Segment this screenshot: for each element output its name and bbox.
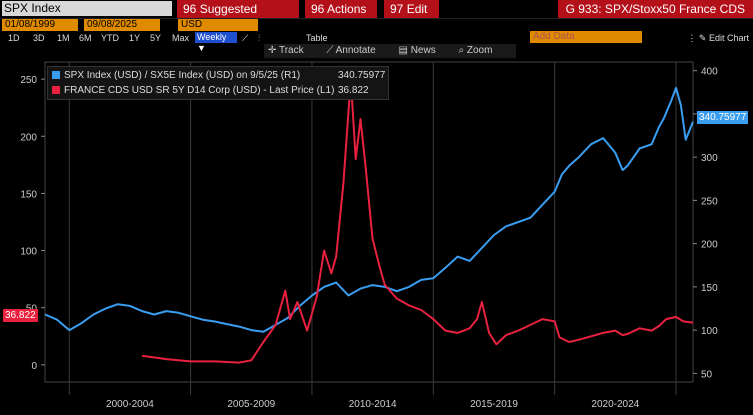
right-tick-label-2: 150 <box>701 283 718 294</box>
last-value-tag-cds: 36.822 <box>3 309 38 322</box>
actions-number: 96 <box>311 2 328 16</box>
edit-chart-button[interactable]: ⋮ ✎ Edit Chart <box>687 33 749 43</box>
period-6m[interactable]: 6M <box>79 33 92 43</box>
start-date-input[interactable]: 01/08/1999 <box>2 19 78 31</box>
dots-icon: ⋮ ✎ <box>687 33 709 43</box>
end-date-input[interactable]: 09/08/2025 <box>84 19 160 31</box>
chart-legend: SPX Index (USD) / SX5E Index (USD) on 9/… <box>47 66 389 100</box>
edit-button[interactable]: 97 Edit <box>384 0 439 18</box>
period-3d[interactable]: 3D <box>33 33 45 43</box>
legend-entry-spx: SPX Index (USD) / SX5E Index (USD) on 9/… <box>52 68 300 83</box>
left-tick-label-3: 150 <box>20 189 37 200</box>
zoom-tool[interactable]: ⌕ Zoom <box>458 45 493 56</box>
x-tick-label-4: 2020-2024 <box>591 399 639 410</box>
x-tick-label-0: 2000-2004 <box>106 399 154 410</box>
left-tick-label-4: 200 <box>20 132 37 143</box>
legend-swatch-cds <box>52 86 60 94</box>
right-tick-label-0: 50 <box>701 369 713 380</box>
annotate-tool[interactable]: ⟋ Annotate <box>326 45 376 56</box>
frequency-select[interactable]: Weekly ▼ <box>195 32 237 53</box>
period-1y[interactable]: 1Y <box>129 33 141 43</box>
date-row: 01/08/1999 09/08/2025 USD <box>0 18 753 32</box>
news-tool[interactable]: ▤ News <box>398 45 436 56</box>
suggested-charts-number: 96 <box>183 2 200 16</box>
ticker-field[interactable]: SPX Index <box>2 1 172 16</box>
track-tool[interactable]: ✛ Track <box>268 45 304 56</box>
line-type-icon[interactable]: ⟋ <box>242 33 249 43</box>
right-tick-label-1: 100 <box>701 326 718 337</box>
left-tick-label-5: 250 <box>20 75 37 86</box>
add-data-input[interactable]: Add Data <box>530 31 642 43</box>
left-tick-label-0: 0 <box>31 361 37 372</box>
x-tick-label-1: 2005-2009 <box>227 399 275 410</box>
right-tick-label-7: 400 <box>701 67 718 78</box>
period-ytd[interactable]: YTD <box>101 33 119 43</box>
bar-type-icon[interactable]: ⫶ <box>258 33 261 43</box>
table-button[interactable]: Table <box>306 33 328 43</box>
currency-select[interactable]: USD <box>178 19 258 31</box>
edit-number: 97 <box>390 2 407 16</box>
chart-title: G 933: SPX/Stoxx50 France CDS <box>557 0 753 18</box>
right-tick-label-4: 250 <box>701 196 718 207</box>
plot-area <box>44 61 694 383</box>
legend-swatch-spx <box>52 71 60 79</box>
chart-toolbar: ✛ Track ⟋ Annotate ▤ News ⌕ Zoom <box>264 44 517 58</box>
period-row: 1D 3D 1M 6M YTD 1Y 5Y Max ⟋ ⫶ Table <box>0 32 753 44</box>
period-1m[interactable]: 1M <box>57 33 70 43</box>
legend-entry-cds: FRANCE CDS USD SR 5Y D14 Corp (USD) - La… <box>52 83 334 98</box>
x-tick-label-2: 2010-2014 <box>349 399 397 410</box>
right-tick-label-3: 200 <box>701 240 718 251</box>
actions-button[interactable]: 96 Actions <box>305 0 377 18</box>
legend-value-cds: 36.822 <box>338 85 369 96</box>
period-1d[interactable]: 1D <box>8 33 20 43</box>
left-tick-label-2: 100 <box>20 247 37 258</box>
last-value-tag-spx: 340.75977 <box>697 111 749 124</box>
period-5y[interactable]: 5Y <box>150 33 162 43</box>
x-tick-label-3: 2015-2019 <box>470 399 518 410</box>
period-max[interactable]: Max <box>172 33 190 43</box>
series-line-cds <box>141 78 694 364</box>
right-tick-label-5: 300 <box>701 153 718 164</box>
series-line-spx <box>44 86 694 333</box>
legend-value-spx: 340.75977 <box>338 70 386 81</box>
